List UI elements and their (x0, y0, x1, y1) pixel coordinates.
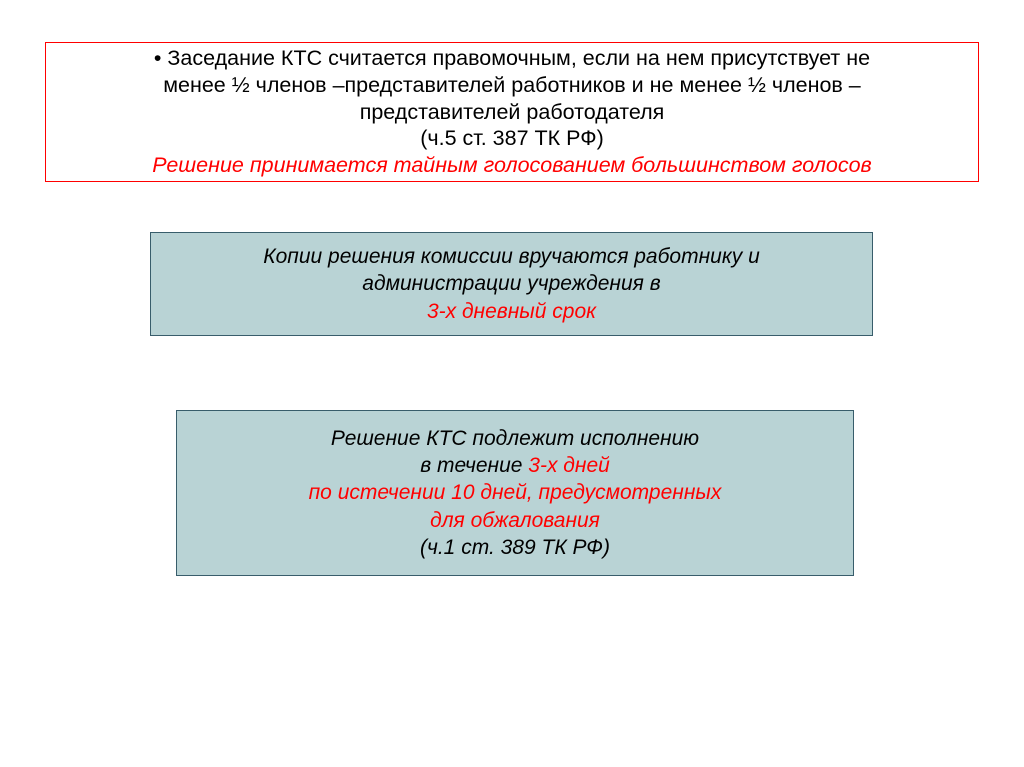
execution-box: Решение КТС подлежит исполнению в течени… (176, 410, 854, 576)
quorum-decision-red: Решение принимается тайным голосованием … (152, 152, 872, 179)
copies-line2: администрации учреждения в (362, 270, 660, 297)
quorum-line1: • Заседание КТС считается правомочным, е… (154, 45, 870, 72)
execution-line4-red: для обжалования (430, 507, 600, 534)
execution-line2: в течение 3-х дней (420, 452, 610, 479)
quorum-line4: (ч.5 ст. 387 ТК РФ) (420, 125, 604, 152)
execution-line3-red: по истечении 10 дней, предусмотренных (309, 479, 722, 506)
execution-line2-red: 3-х дней (528, 454, 610, 477)
execution-line1: Решение КТС подлежит исполнению (331, 425, 699, 452)
quorum-line3: представителей работодателя (360, 99, 665, 126)
copies-deadline-red: 3-х дневный срок (427, 298, 596, 325)
execution-line5: (ч.1 ст. 389 ТК РФ) (420, 534, 610, 561)
quorum-line2: менее ½ членов –представителей работнико… (163, 72, 861, 99)
copies-box: Копии решения комиссии вручаются работни… (150, 232, 873, 336)
execution-line2-prefix: в течение (420, 454, 528, 477)
quorum-box: • Заседание КТС считается правомочным, е… (45, 42, 979, 182)
copies-line1: Копии решения комиссии вручаются работни… (263, 243, 760, 270)
